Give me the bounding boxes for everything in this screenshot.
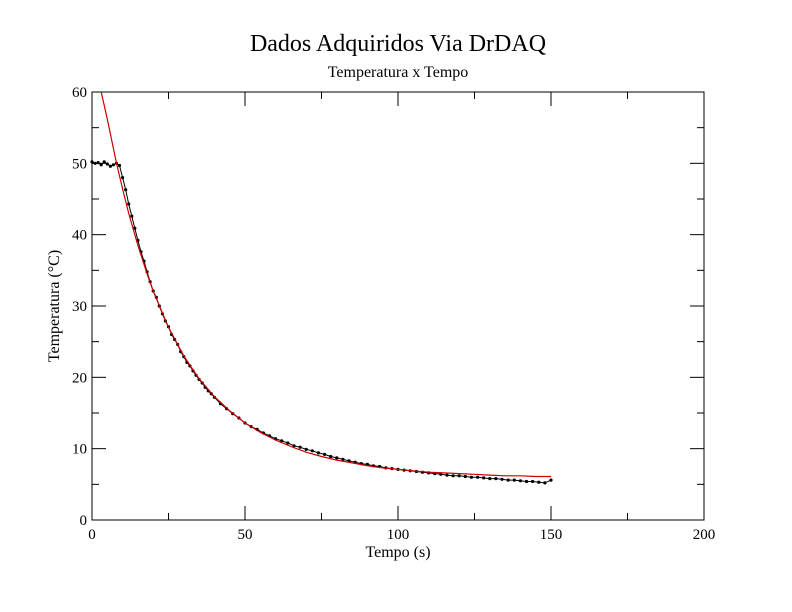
data-point <box>329 454 333 459</box>
data-point <box>121 176 125 180</box>
data-point <box>133 226 137 230</box>
data-point <box>457 474 461 478</box>
plot-area <box>90 92 553 485</box>
tick-labels: 0 50 100 150 200 0 10 20 30 40 50 60 <box>72 85 715 543</box>
data-point <box>439 472 443 476</box>
y-tick-label: 0 <box>80 513 88 529</box>
data-point <box>482 476 486 480</box>
data-point <box>476 475 480 479</box>
x-tick-label: 100 <box>387 527 410 543</box>
data-point <box>93 161 97 165</box>
data-point <box>304 447 308 451</box>
data-point <box>341 457 345 461</box>
data-point <box>451 474 455 478</box>
data-point <box>316 451 320 455</box>
data-point <box>531 479 535 484</box>
data-point <box>488 477 492 481</box>
chart-subtitle: Temperatura x Tempo <box>328 64 469 81</box>
data-point <box>127 202 131 206</box>
data-point <box>537 480 541 484</box>
data-point <box>445 473 449 477</box>
data-point <box>130 214 134 218</box>
axis-ticks <box>91 91 705 521</box>
x-tick-label: 150 <box>540 527 563 543</box>
x-tick-label: 0 <box>88 527 96 543</box>
data-point <box>512 478 516 482</box>
data-point <box>111 163 115 167</box>
x-tick-label: 50 <box>238 527 253 543</box>
fit-curve <box>100 92 551 478</box>
data-point <box>108 164 112 168</box>
y-tick-label: 60 <box>72 85 87 101</box>
data-point <box>124 188 128 192</box>
data-point <box>117 163 122 168</box>
data-point <box>335 456 339 460</box>
y-tick-label: 10 <box>72 442 87 458</box>
data-point <box>102 160 106 164</box>
data-point <box>524 479 529 484</box>
data-point <box>323 452 327 456</box>
data-point <box>463 474 467 479</box>
data-point <box>90 160 94 164</box>
data-point <box>469 475 473 479</box>
data-point <box>280 439 284 443</box>
data-point <box>549 478 553 482</box>
y-tick-label: 30 <box>72 299 87 315</box>
data-point <box>105 162 109 166</box>
y-tick-label: 40 <box>72 228 87 244</box>
data-point <box>506 478 510 482</box>
y-axis-label: Temperatura (°C) <box>46 250 63 362</box>
x-tick-label: 200 <box>693 527 716 543</box>
data-point <box>292 444 296 448</box>
data-point <box>310 449 314 453</box>
x-axis-label: Tempo (s) <box>365 544 430 561</box>
chart-title: Dados Adquiridos Via DrDAQ <box>250 31 546 57</box>
data-point <box>96 161 100 165</box>
data-point <box>518 479 523 483</box>
data-point <box>99 163 103 167</box>
plot-frame <box>91 91 705 521</box>
y-tick-label: 20 <box>72 370 87 386</box>
data-point <box>500 477 504 481</box>
data-point <box>494 477 498 481</box>
y-tick-label: 50 <box>72 156 87 172</box>
data-point <box>543 481 547 485</box>
data-point <box>286 441 290 445</box>
measured-line <box>91 161 552 484</box>
data-point <box>298 445 302 449</box>
